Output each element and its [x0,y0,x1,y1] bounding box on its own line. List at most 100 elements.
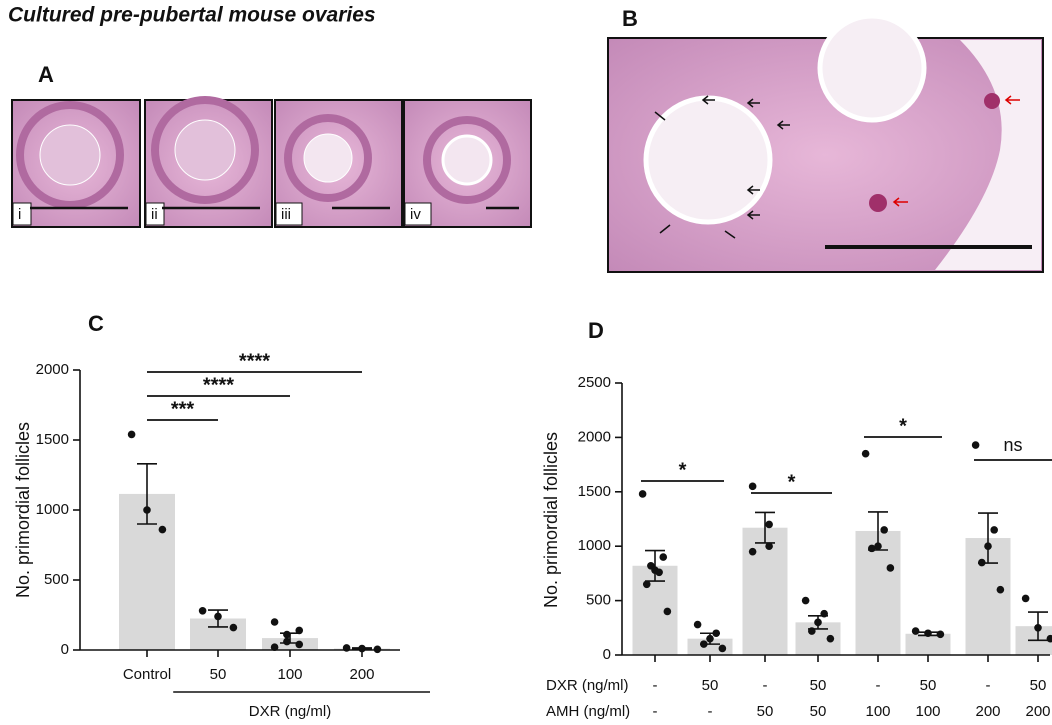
panel-label: C [88,311,104,336]
x-row-value: - [986,677,991,694]
data-point [1034,624,1042,632]
figure-title: Cultured pre-pubertal mouse ovaries [8,4,376,27]
x-row-value: - [763,677,768,694]
x-axis-label: DXR (ng/ml) [249,703,332,720]
data-point [214,612,222,621]
data-point [880,526,888,534]
oocyte [174,119,236,181]
data-point [765,520,773,529]
oocyte [441,134,493,186]
label-box [12,202,32,226]
significance-label: **** [203,374,234,396]
significance-label: **** [239,350,270,372]
bar [905,633,951,655]
data-point [127,430,136,439]
x-row-value: 50 [702,677,719,694]
x-row-value: 200 [1025,703,1050,720]
oocyte [303,133,353,183]
significance-label: * [788,471,796,493]
x-row-value: 50 [1030,677,1047,694]
panel-label: D [588,318,604,343]
data-point [663,607,672,616]
significance-label: * [899,415,907,437]
significance-label: ns [1003,435,1022,455]
data-point [1046,634,1052,643]
data-point [283,637,291,646]
data-point [295,640,304,649]
data-point [911,627,920,635]
data-point [748,547,757,556]
y-tick-label: 1500 [36,431,69,448]
significance-label: * [679,459,687,481]
y-tick-label: 500 [586,592,611,609]
data-point [693,620,702,629]
x-row-value: - [876,677,881,694]
x-row-value: 50 [920,677,937,694]
data-point [158,525,167,534]
x-tick-label: 100 [277,666,302,683]
data-point [990,526,998,534]
data-point [748,482,757,491]
y-tick-label: 1500 [578,483,611,500]
y-tick-label: 1000 [578,537,611,554]
data-point [638,490,647,498]
bar [855,530,901,655]
y-tick-label: 0 [603,646,611,663]
data-point [820,609,828,618]
y-tick-label: 2500 [578,374,611,391]
micrographs: i ii iii iv [11,96,532,228]
data-point [706,634,714,643]
follicle [284,114,372,202]
data-point [801,596,810,605]
x-row-label: AMH (ng/ml) [546,703,630,720]
data-point [861,449,870,458]
x-row-value: 100 [865,703,890,720]
y-tick-label: 0 [61,641,69,658]
follicle [151,96,259,204]
data-point [270,643,279,651]
data-point [700,640,708,648]
data-point [712,629,720,638]
y-tick-label: 1000 [36,501,69,518]
data-point [996,585,1005,594]
x-tick-label: Control [123,666,171,683]
x-row-value: 50 [810,677,827,694]
data-point [874,542,882,550]
significance-label: *** [171,398,195,420]
oocyte [39,124,101,186]
panel-label: A [38,62,54,87]
data-point [808,627,816,635]
x-tick-label: 200 [349,666,374,683]
data-point [984,542,992,550]
data-point [765,542,773,550]
micrograph-label: i [18,206,21,223]
data-point [718,644,727,653]
data-point [868,544,876,553]
micrograph-label: iv [410,206,421,223]
data-point [642,580,651,589]
data-point [655,568,663,577]
x-row-value: 50 [810,703,827,720]
data-point [978,558,986,567]
data-point [295,626,304,635]
x-row-value: - [653,677,658,694]
data-point [1021,594,1030,603]
y-axis-label: No. primordial follicles [13,422,33,598]
follicle [423,116,511,204]
bar [742,527,788,655]
data-point [283,630,291,639]
data-point [143,506,151,514]
x-row-value: - [653,703,658,720]
micrograph-b [607,13,1044,273]
x-row-label: DXR (ng/ml) [546,677,629,694]
x-tick-label: 50 [210,666,227,683]
x-row-value: 50 [757,703,774,720]
panel-label: B [622,6,638,31]
x-row-value: 200 [975,703,1000,720]
micrograph-label: iii [281,206,291,223]
data-point [229,623,238,632]
y-tick-label: 2000 [36,361,69,378]
follicle [16,101,124,209]
x-row-value: - [708,703,713,720]
data-point [924,629,932,638]
